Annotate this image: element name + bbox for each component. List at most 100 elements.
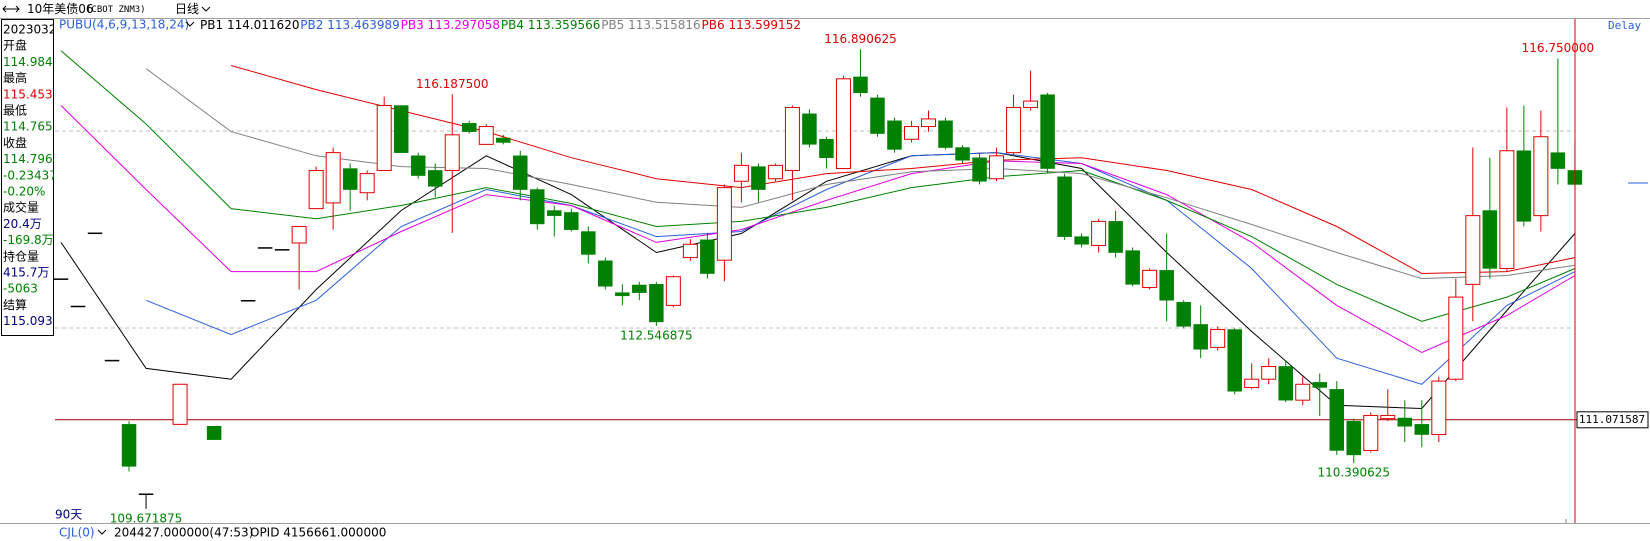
status-indicator[interactable]: CJL(0) (59, 526, 95, 540)
candle-body (393, 105, 409, 153)
legend-name: PB2 (300, 18, 323, 32)
candle-body (308, 169, 324, 210)
candle-body (53, 278, 69, 280)
period-selector[interactable]: 日线 (175, 2, 199, 16)
legend-value: 113.599152 (728, 18, 801, 32)
candle-body (1091, 220, 1107, 247)
candle-body (682, 243, 698, 259)
candle-body (1312, 382, 1327, 388)
candle-body (1550, 152, 1566, 169)
candle-body (870, 97, 885, 134)
candle-body (325, 152, 341, 204)
candle-body (784, 106, 800, 171)
info-text: 415.7万 (3, 266, 49, 280)
candle-body (853, 76, 868, 94)
indicator-name[interactable]: PUBU(4,6,9,13,18,24) (59, 18, 189, 32)
candle-body (496, 137, 511, 143)
period-chevron[interactable] (201, 6, 211, 12)
candle-body (1414, 424, 1430, 435)
status-opid: OPID 4156661.000000 (250, 526, 386, 540)
candle-body (598, 260, 613, 287)
extreme-label: 112.546875 (620, 328, 693, 342)
info-text: 115.093 (3, 314, 53, 328)
candle-body (802, 113, 817, 145)
candle-body (530, 189, 545, 225)
candle-body (274, 249, 290, 251)
candle-body (716, 187, 732, 261)
ma-line (60, 105, 1576, 354)
info-text: 最低 (3, 104, 27, 118)
candle-body (1363, 414, 1379, 451)
candle-body (819, 139, 834, 158)
candle-body (1023, 100, 1039, 108)
candle-body (1057, 176, 1072, 237)
candle-body (887, 120, 902, 150)
candle-body (1278, 366, 1293, 401)
candle-body (1193, 324, 1208, 350)
candle-body (649, 284, 664, 323)
candle-body (1176, 301, 1191, 327)
indicator-chevron[interactable] (185, 21, 195, 27)
candle-body (751, 166, 766, 190)
switch-icon[interactable] (2, 5, 20, 13)
candle-body (410, 155, 426, 176)
legend-value: 113.359566 (528, 18, 601, 32)
candle-body (1125, 250, 1140, 285)
candle-body (121, 424, 137, 467)
candle-body (513, 155, 528, 190)
plot: PB1 114.011620 PB2 113.463989 PB3 113.2970… (53, 18, 1649, 525)
ma-line (230, 65, 1576, 275)
candle-body (1448, 296, 1464, 380)
info-text: 持仓量 (3, 248, 39, 263)
candle-body (835, 78, 851, 170)
legend-name: PB6 (702, 18, 725, 32)
instrument-name: 10年美债06 (27, 2, 94, 16)
legend-entry: PB2 113.463989 (300, 18, 399, 32)
candle-body (444, 134, 460, 171)
extreme-label: 116.750000 (1522, 41, 1595, 55)
candle-body (1482, 210, 1498, 269)
candle-body (1074, 236, 1089, 245)
status-chevron[interactable] (97, 529, 107, 535)
info-text: 20.4万 (3, 217, 42, 231)
legend-entry: PB6 113.599152 (702, 18, 801, 32)
status-volume: 204427.000000(47:53) (114, 526, 253, 540)
candle-body (700, 239, 715, 274)
candle-body (1329, 389, 1344, 451)
period-label: 90天 (55, 508, 82, 522)
info-text: 115.453 (3, 87, 53, 101)
info-text: 收盘 (3, 135, 27, 150)
candle-body (87, 232, 103, 235)
price-box (1576, 411, 1649, 429)
candle-body (1159, 270, 1174, 301)
info-text: 114.7968 (3, 152, 60, 166)
legend-entry: PB1 114.011620 (200, 18, 299, 32)
info-text: -0.23437 (3, 168, 57, 182)
info-text: -169.8万 (3, 233, 54, 247)
candle-body (955, 147, 970, 161)
candle-body (1380, 414, 1396, 420)
legend-entry: PB4 113.359566 (501, 18, 600, 32)
candle-body (938, 120, 953, 148)
info-text: 114.9843 (3, 55, 60, 69)
candle-body (1261, 365, 1277, 380)
candle-body (904, 126, 919, 140)
legend-entry: PB5 113.515816 (601, 18, 700, 32)
info-text: 114.765 (3, 120, 53, 134)
candle-body (257, 247, 273, 249)
candle-body (972, 157, 987, 182)
ma-line (60, 50, 1576, 322)
candle-body (1006, 106, 1022, 154)
candle-body (1516, 150, 1532, 222)
legend-value: 113.297058 (428, 18, 501, 32)
legend-name: PB5 (601, 18, 624, 32)
candle-body (206, 426, 222, 440)
candle-body (138, 493, 154, 495)
extreme-label: 116.890625 (824, 32, 897, 46)
candle-body (547, 210, 562, 216)
info-text: 20230321 (3, 23, 64, 37)
candle-body (564, 212, 579, 230)
candle-body (1465, 215, 1481, 285)
